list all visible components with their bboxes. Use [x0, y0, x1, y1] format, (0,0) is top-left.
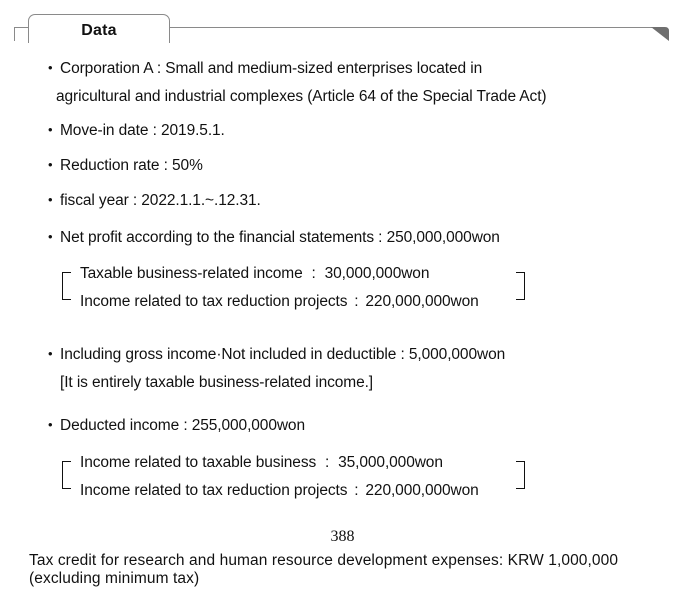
page-number: 388 [330, 528, 355, 545]
frame-top-right-line [168, 27, 652, 28]
breakdown-row: Income related to taxable business:35,00… [80, 454, 443, 471]
item-fiscal-year: • fiscal year : 2022.1.1.~.12.31. [48, 192, 261, 209]
item-net-profit: • Net profit according to the financial s… [48, 229, 500, 246]
item-move-in-date: • Move-in date : 2019.5.1. [48, 122, 225, 139]
breakdown-row: Income related to tax reduction projects… [80, 293, 479, 310]
bracket-right [516, 461, 525, 489]
bullet-icon: • [48, 192, 53, 207]
item-gross-income-note: [It is entirely taxable business-related… [60, 374, 374, 391]
item-corporation: • Corporation A : Small and medium-sized … [48, 60, 482, 78]
footer-line1: Tax credit for research and human resour… [29, 552, 619, 569]
data-tab: Data [28, 14, 170, 43]
bracket-left [62, 272, 71, 300]
bullet-icon: • [48, 157, 53, 172]
bullet-icon: • [48, 229, 53, 244]
item-deducted-income: • Deducted income : 255,000,000won [48, 417, 305, 434]
bullet-icon: • [48, 417, 53, 432]
bullet-icon: • [48, 122, 53, 137]
item-reduction-rate: • Reduction rate : 50% [48, 157, 203, 174]
item-corporation-line2: agricultural and industrial complexes (A… [56, 88, 547, 105]
bracket-right [516, 272, 525, 300]
bracket-left [62, 461, 71, 489]
item-gross-income: • Including gross income·Not included in … [48, 346, 506, 363]
footer-text: Tax credit for research and human resour… [29, 552, 669, 588]
footer-line2: (excluding minimum tax) [29, 570, 200, 587]
data-title: Data [81, 22, 117, 39]
item-corporation-line1: Corporation A : Small and medium-sized e… [60, 60, 483, 77]
bullet-icon: • [48, 346, 53, 361]
frame-top-left-line [14, 27, 29, 28]
corner-fold-icon [651, 27, 669, 41]
bullet-icon: • [48, 60, 53, 75]
breakdown-row: Income related to tax reduction projects… [80, 482, 479, 499]
breakdown-row: Taxable business-related income:30,000,0… [80, 265, 430, 282]
frame-left-tick [14, 27, 15, 41]
